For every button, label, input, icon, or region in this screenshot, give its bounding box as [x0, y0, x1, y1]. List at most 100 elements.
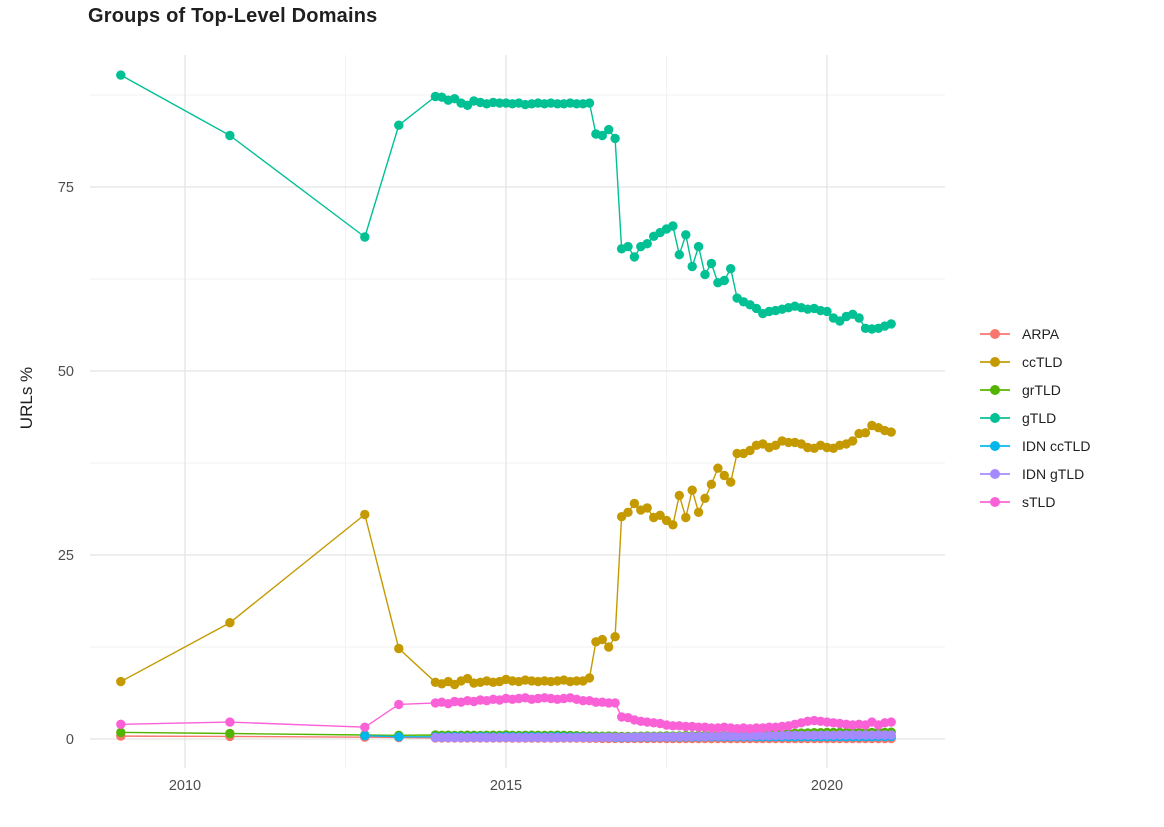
legend-item-grtld: grTLD — [980, 376, 1090, 404]
legend-label: IDN gTLD — [1022, 466, 1085, 482]
legend-item-cctld: ccTLD — [980, 348, 1090, 376]
data-point — [584, 673, 595, 683]
data-point — [360, 722, 370, 732]
data-point — [687, 485, 697, 495]
data-point — [835, 730, 845, 740]
x-tick-label: 2020 — [811, 778, 843, 794]
data-point — [360, 731, 370, 741]
legend-dot-icon — [990, 329, 1000, 339]
legend-label: IDN ccTLD — [1022, 438, 1091, 454]
data-point — [225, 728, 235, 739]
data-point — [886, 427, 896, 437]
data-point — [770, 730, 781, 741]
legend: ARPA ccTLD grTLD gTLD — [980, 320, 1090, 516]
data-point — [706, 723, 717, 733]
legend-label: ccTLD — [1022, 354, 1063, 370]
legend-label: ARPA — [1022, 326, 1060, 342]
data-point — [886, 730, 896, 740]
data-point — [726, 477, 736, 487]
data-point — [116, 676, 126, 687]
data-point — [449, 732, 460, 743]
legend-item-gtld: gTLD — [980, 404, 1090, 432]
legend-key-icon — [980, 383, 1010, 397]
data-point — [597, 130, 607, 141]
x-tick-label: 2015 — [490, 778, 522, 794]
gridlines-major — [90, 55, 945, 768]
data-point — [706, 479, 717, 489]
legend-key-icon — [980, 411, 1010, 425]
data-point — [674, 490, 684, 501]
data-point — [629, 498, 640, 509]
series-idn-gtld — [430, 730, 896, 743]
data-point — [623, 241, 633, 252]
data-point — [738, 731, 749, 741]
legend-item-stld: sTLD — [980, 488, 1090, 516]
data-point — [713, 463, 723, 473]
legend-key-icon — [980, 439, 1010, 453]
series-cctld — [116, 420, 896, 690]
data-point — [116, 719, 126, 729]
legend-key-icon — [980, 495, 1010, 509]
data-point — [584, 98, 595, 108]
data-point — [604, 642, 614, 652]
gridlines-minor — [90, 55, 945, 768]
legend-dot-icon — [990, 497, 1000, 507]
data-point — [886, 717, 896, 727]
legend-dot-icon — [990, 385, 1000, 395]
data-point — [693, 241, 704, 252]
data-point — [706, 731, 717, 741]
legend-dot-icon — [990, 441, 1000, 451]
data-point — [719, 275, 729, 286]
data-point — [822, 306, 832, 317]
series-gtld — [116, 70, 896, 334]
data-point — [719, 470, 729, 481]
data-point — [700, 493, 710, 503]
data-point — [668, 520, 678, 530]
y-tick-label: 75 — [58, 180, 74, 196]
data-point — [578, 732, 588, 743]
data-point — [886, 319, 896, 329]
data-point — [700, 269, 710, 280]
legend-key-icon — [980, 467, 1010, 481]
data-point — [642, 732, 652, 742]
y-tick-label: 50 — [58, 364, 74, 380]
legend-dot-icon — [990, 469, 1000, 479]
data-point — [514, 732, 524, 743]
data-point — [610, 632, 620, 642]
data-point — [597, 634, 607, 645]
data-point — [610, 698, 620, 708]
series-stld — [116, 693, 896, 734]
legend-label: sTLD — [1022, 494, 1056, 510]
data-point — [225, 130, 235, 141]
data-point — [681, 512, 691, 523]
data-point — [610, 133, 620, 144]
data-point — [674, 250, 684, 260]
data-point — [623, 507, 633, 517]
x-tick-label: 2010 — [169, 778, 201, 794]
data-point — [604, 124, 614, 135]
data-point — [860, 428, 871, 438]
legend-key-icon — [980, 327, 1010, 341]
data-point — [116, 70, 126, 80]
data-point — [642, 239, 652, 249]
y-tick-label: 25 — [58, 548, 74, 564]
data-point — [693, 507, 704, 517]
data-point — [225, 717, 235, 727]
data-point — [360, 232, 370, 242]
data-point — [629, 252, 640, 262]
legend-item-idn-cctld: IDN ccTLD — [980, 432, 1090, 460]
legend-label: grTLD — [1022, 382, 1061, 398]
data-point — [116, 727, 126, 738]
legend-dot-icon — [990, 413, 1000, 423]
y-tick-label: 0 — [66, 732, 74, 748]
data-point — [867, 730, 877, 740]
data-point — [681, 230, 691, 240]
data-point — [360, 509, 370, 520]
data-point — [674, 731, 684, 742]
legend-dot-icon — [990, 357, 1000, 367]
data-point — [726, 264, 736, 274]
data-point — [803, 730, 813, 740]
data-point — [578, 696, 588, 706]
